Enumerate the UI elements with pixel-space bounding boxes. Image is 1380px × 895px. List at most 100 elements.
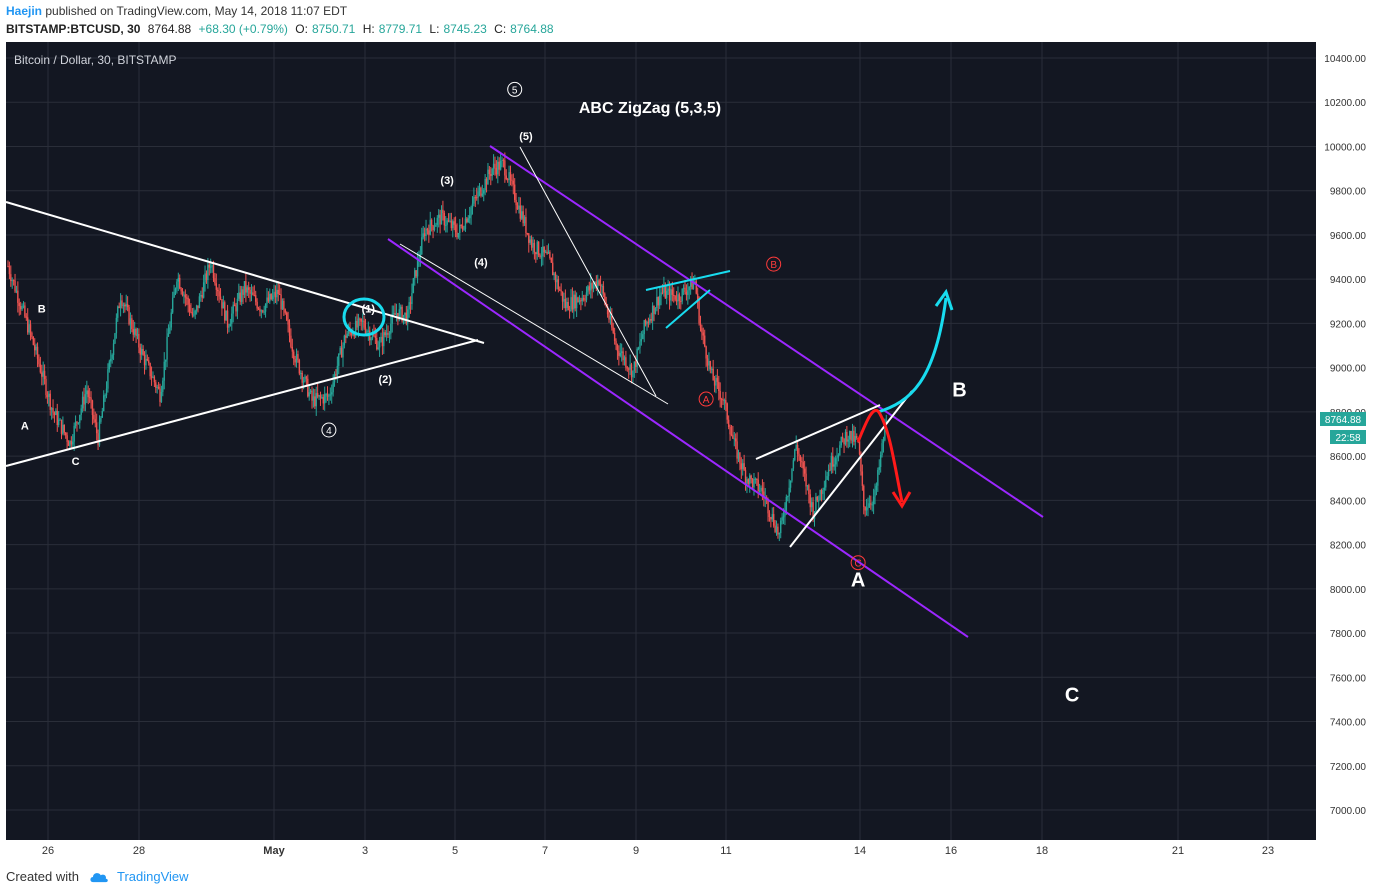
candle-body: [166, 336, 168, 360]
candle-body: [195, 305, 198, 311]
candle-body: [552, 262, 554, 276]
time-axis[interactable]: [0, 840, 1316, 864]
candle-body: [402, 314, 405, 322]
candle-body: [359, 318, 361, 320]
candle-body: [314, 396, 316, 407]
y-tick-label: 9400.00: [1330, 275, 1367, 286]
candle-body: [715, 377, 717, 386]
candle-body: [235, 306, 237, 312]
candle-body: [566, 301, 568, 308]
candle-body: [176, 281, 178, 289]
candle-body: [794, 449, 796, 461]
candle-body: [826, 476, 828, 480]
candle-body: [408, 302, 410, 310]
candle-body: [850, 431, 852, 441]
candle-body: [264, 303, 267, 312]
channel-lower-line[interactable]: [387, 238, 969, 638]
candle-body: [243, 281, 246, 295]
candle-body: [361, 320, 364, 322]
candle-body: [713, 380, 716, 386]
candle-body: [218, 291, 220, 297]
symbol: BITSTAMP:BTCUSD, 30: [6, 22, 141, 36]
candle-body: [848, 431, 851, 440]
high-value: 8779.71: [378, 22, 423, 36]
candle-body: [193, 314, 195, 316]
flag-upper-line[interactable]: [645, 270, 731, 291]
candle-body: [329, 394, 332, 396]
candle-body: [360, 318, 362, 322]
candle-body: [802, 462, 804, 469]
candle-body: [38, 358, 40, 365]
candle-body: [664, 286, 667, 299]
price-chart[interactable]: 10400.0010200.0010000.009800.009600.0094…: [0, 42, 1380, 864]
candle-body: [674, 295, 676, 300]
candle-body: [668, 288, 671, 301]
candle-body: [771, 514, 773, 520]
candle-body: [259, 308, 261, 312]
candle-body: [556, 279, 558, 283]
wave-label: B: [38, 303, 46, 315]
candle-body: [49, 393, 51, 410]
y-tick-label: 8400.00: [1330, 496, 1367, 507]
candle-body: [354, 320, 357, 337]
candle-body: [792, 460, 795, 469]
candle-body: [471, 203, 474, 208]
candle-body: [205, 273, 208, 281]
candle-body: [806, 485, 809, 487]
candle-body: [432, 225, 434, 230]
candle-body: [126, 304, 129, 308]
candle-body: [183, 294, 185, 296]
candle-body: [673, 294, 675, 296]
candle-body: [729, 427, 731, 435]
rising-wedge-lower[interactable]: [789, 390, 913, 548]
candle-body: [502, 160, 505, 162]
breakout-circle[interactable]: [342, 297, 386, 337]
y-tick-label: 9000.00: [1330, 364, 1367, 375]
triangle-lower-line[interactable]: [5, 339, 479, 467]
candle-body: [830, 456, 833, 471]
candle-body: [422, 233, 424, 238]
candle-body: [339, 347, 341, 354]
candle-body: [352, 333, 354, 335]
candle-body: [637, 347, 640, 349]
tradingview-link[interactable]: TradingView: [116, 869, 189, 884]
candle-body: [173, 291, 175, 298]
candle-body: [449, 220, 451, 222]
x-tick-label: 23: [1262, 845, 1274, 857]
bullish-arrow[interactable]: [877, 297, 948, 414]
candle-body: [46, 395, 49, 397]
wave-label: (5): [519, 131, 533, 143]
candle-body: [563, 298, 565, 302]
candle-body: [111, 354, 113, 359]
candle-body: [787, 496, 789, 498]
candle-body: [635, 361, 637, 367]
rising-wedge-upper[interactable]: [755, 404, 881, 460]
candle-body: [805, 473, 807, 487]
candle-body: [785, 496, 788, 512]
candle-body: [383, 332, 385, 347]
candle-body: [726, 403, 728, 420]
candle-body: [57, 419, 60, 425]
author-name[interactable]: Haejin: [6, 4, 43, 18]
candle-body: [581, 298, 583, 302]
candle-body: [300, 372, 302, 374]
candle-body: [595, 281, 598, 288]
candle-body: [274, 291, 277, 298]
flag-lower-line[interactable]: [665, 289, 711, 329]
candle-body: [598, 280, 600, 285]
wedge-line-1[interactable]: [519, 146, 657, 397]
candle-body: [132, 329, 134, 335]
wedge-line-2[interactable]: [399, 243, 669, 405]
channel-upper-line[interactable]: [489, 145, 1044, 518]
candle-body: [139, 347, 142, 355]
bearish-arrow[interactable]: [856, 409, 904, 503]
candle-body: [872, 496, 875, 505]
candle-body: [370, 338, 372, 341]
candle-body: [597, 280, 599, 288]
x-tick-label: 16: [945, 845, 957, 857]
candle-body: [466, 218, 468, 223]
triangle-upper-line[interactable]: [5, 201, 485, 344]
candle-body: [646, 322, 648, 325]
candle-body: [452, 221, 454, 229]
candle-body: [228, 326, 230, 328]
